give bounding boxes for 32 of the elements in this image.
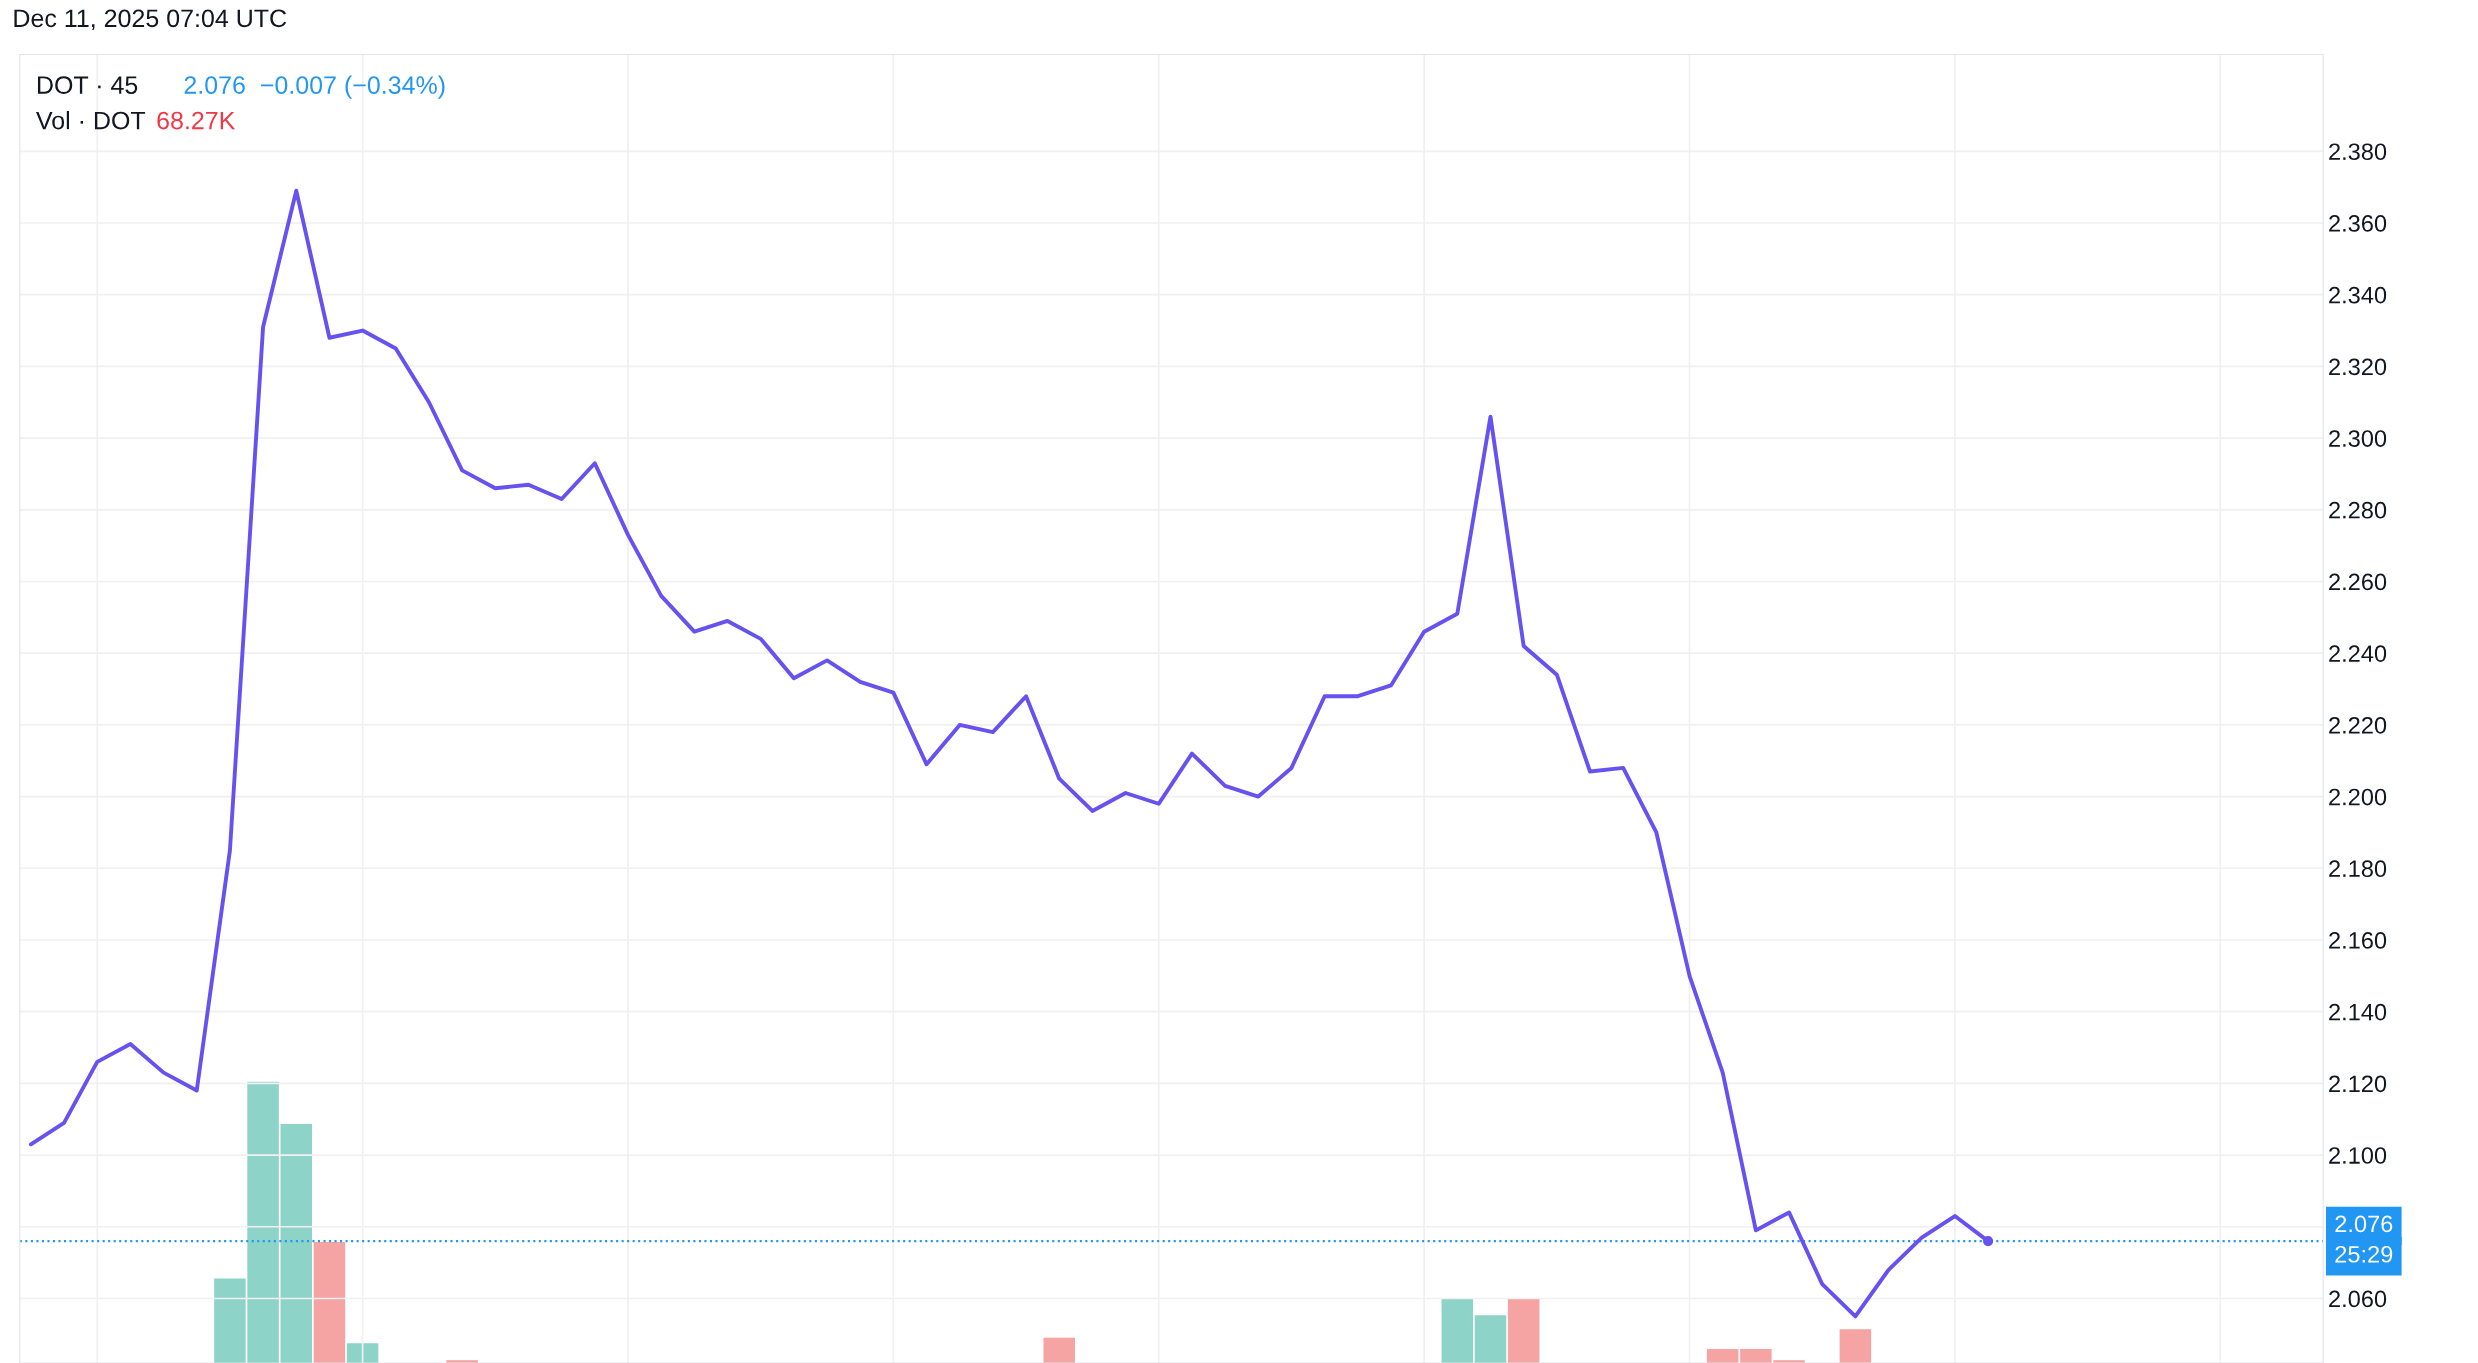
annotation: 2.076 −0.007 (−0.34%) [184,75,445,99]
y-tick-label: 2.100 [2329,1147,2387,1164]
y-tick-label: 2.380 [2329,143,2387,161]
bar [1507,1298,1540,1363]
bar [346,1343,379,1363]
bar [1043,1337,1075,1363]
y-tick-label: 2.140 [2329,1003,2387,1021]
y-tick-label: 2.240 [2329,645,2387,662]
y-tick-label: 2.340 [2329,286,2387,304]
y-tick-label: 2.320 [2329,358,2387,376]
bar [1441,1298,1474,1363]
y-tick-label: 2.220 [2329,716,2387,734]
y-tick-label: 2.180 [2329,860,2387,878]
y-tick-label: 2.300 [2329,430,2387,447]
y-tick-label: 2.160 [2329,932,2387,949]
bar [280,1123,313,1363]
annotation: DOT · 45 [37,76,138,94]
bar [313,1242,346,1363]
annotation: 68.27K [157,111,236,130]
ref-line-label: 2.076 [2335,1215,2393,1233]
y-tick-label: 2.060 [2329,1290,2387,1308]
y-tick-label: 2.280 [2329,501,2387,519]
y-tick-label: 2.200 [2329,788,2387,806]
y-tick-label: 2.120 [2329,1075,2387,1093]
bar [1706,1348,1739,1363]
y-tick-label: 2.260 [2329,573,2387,591]
annotation: Vol · DOT [36,111,146,130]
bar [1474,1315,1507,1363]
text: 25:29 [2335,1245,2393,1263]
text: Dec 11, 2025 07:04 UTC [14,9,287,31]
bar [1839,1329,1872,1363]
y-tick-label: 2.360 [2329,215,2387,232]
